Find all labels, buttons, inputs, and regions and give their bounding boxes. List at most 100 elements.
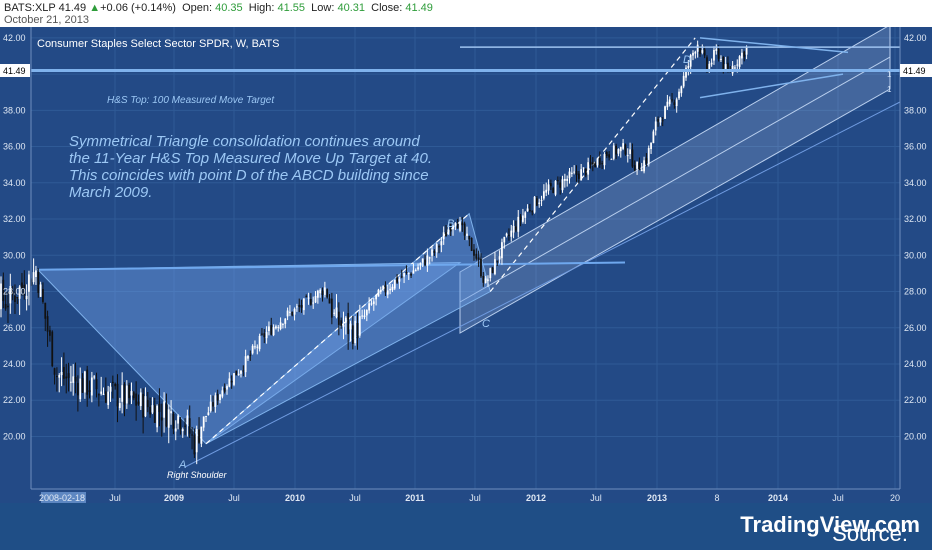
source-prefix: Source: [832, 521, 908, 546]
hs-target-label: H&S Top: 100 Measured Move Target [107, 95, 275, 106]
candle-body [577, 173, 580, 179]
annotation-line-3: This coincides with point D of the ABCD … [69, 167, 429, 184]
candle-body [323, 287, 326, 295]
candle-body [640, 169, 643, 172]
candle-body [340, 320, 343, 326]
candle-body [631, 149, 634, 167]
candle-body [533, 196, 536, 213]
candle-body [207, 412, 210, 416]
candle-body [410, 273, 412, 276]
candle-body [261, 333, 263, 335]
y-tick-label-right: 36.00 [904, 142, 927, 152]
candle-body [118, 403, 121, 409]
candle-body [722, 56, 725, 70]
candle-body [745, 46, 748, 55]
price-chart[interactable]: 20.00 22.00 24.00 26.00 28.00 30.00 32.00 34.00… [0, 27, 932, 503]
candle-body [142, 394, 145, 418]
y-tick-label-left: 28.00 [3, 287, 26, 297]
candle-body [244, 356, 247, 373]
candle-body [200, 426, 203, 444]
candle-body [438, 246, 440, 248]
candle-body [202, 416, 205, 428]
candle-body [321, 290, 324, 295]
candle-body [139, 392, 142, 407]
candle-body [170, 411, 172, 414]
candle-body [710, 62, 713, 65]
candle-body [720, 58, 722, 60]
candle-body [675, 99, 678, 107]
candle-body [706, 57, 708, 70]
candle-body [109, 386, 112, 392]
candle-body [596, 158, 599, 166]
candle-body [156, 405, 159, 428]
candle-body [193, 435, 196, 455]
candle-body [233, 373, 235, 385]
y-tick-label-left: 32.00 [3, 214, 26, 224]
x-tick-label: Jul [349, 493, 361, 503]
candle-body [503, 236, 506, 243]
point-b-label: B [447, 218, 454, 230]
symbol[interactable]: BATS:XLP [4, 2, 56, 14]
candle-body [282, 323, 284, 325]
candle-body [715, 48, 718, 51]
candle-body [307, 297, 310, 299]
candle-body [65, 376, 68, 379]
source-text[interactable]: Source: TradingView.com [740, 512, 920, 546]
candle-body [447, 229, 450, 235]
chart-title: Consumer Staples Select Sector SPDR, W, … [37, 38, 280, 50]
candle-body [510, 230, 513, 237]
y-tick-label-left: 26.00 [3, 323, 26, 333]
right-price-axis[interactable]: 20.00 22.00 24.00 26.00 28.00 30.00 32.00 34.00… [899, 27, 927, 489]
price-tag-right: 41.49 [900, 64, 932, 77]
x-tick-label: 2009 [164, 493, 184, 503]
candle-body [540, 200, 543, 202]
candle-body [123, 384, 126, 405]
candle-body [191, 434, 193, 436]
triangle-upper-line [699, 37, 849, 54]
candle-body [137, 401, 140, 405]
y-tick-label-left: 22.00 [3, 395, 26, 405]
candle-body [114, 383, 117, 387]
quote-date: October 21, 2013 [4, 14, 90, 26]
candle-body [102, 393, 105, 395]
candle-body [263, 333, 266, 338]
channel-midline [459, 56, 891, 303]
candle-body [708, 63, 711, 71]
low-value: 40.31 [337, 2, 366, 14]
candle-body [547, 184, 550, 191]
time-axis[interactable]: 2008-02-18 Jul 2009 Jul 2010 Jul 2011 Jul 2012 Ju… [31, 488, 900, 503]
candle-body [428, 257, 431, 259]
candle-body [18, 286, 21, 299]
candle-body [570, 172, 573, 174]
candle-body [88, 390, 91, 392]
candle-body [542, 191, 545, 199]
candle-body [633, 165, 636, 171]
candle-body [328, 298, 331, 304]
candle-body [622, 143, 625, 149]
candle-body [456, 223, 459, 229]
candle-body [237, 373, 240, 375]
candle-body [337, 311, 340, 325]
candle-body [72, 376, 75, 383]
y-tick-label-right: 38.00 [904, 105, 927, 115]
symbol-header: BATS:XLP 41.49 ▲+0.06 (+0.14%) Open: 40.… [0, 0, 932, 27]
candle-body [615, 145, 618, 155]
candle-body [382, 285, 385, 289]
candle-body [212, 402, 214, 407]
candle-body [468, 235, 471, 240]
candle-body [316, 290, 319, 298]
candle-body [16, 296, 19, 299]
candle-body [603, 154, 606, 166]
candle-body [566, 178, 569, 181]
y-tick-label-right: 42.00 [904, 33, 927, 43]
triangle-lower-line [699, 73, 844, 99]
candle-body [379, 290, 382, 293]
candle-body [144, 396, 147, 417]
candle-body [146, 399, 149, 408]
ab-dashed-line [205, 213, 470, 445]
x-tick-label: 20 [890, 493, 900, 503]
candle-body [736, 64, 739, 66]
candle-body [21, 282, 23, 289]
candle-body [445, 232, 447, 237]
